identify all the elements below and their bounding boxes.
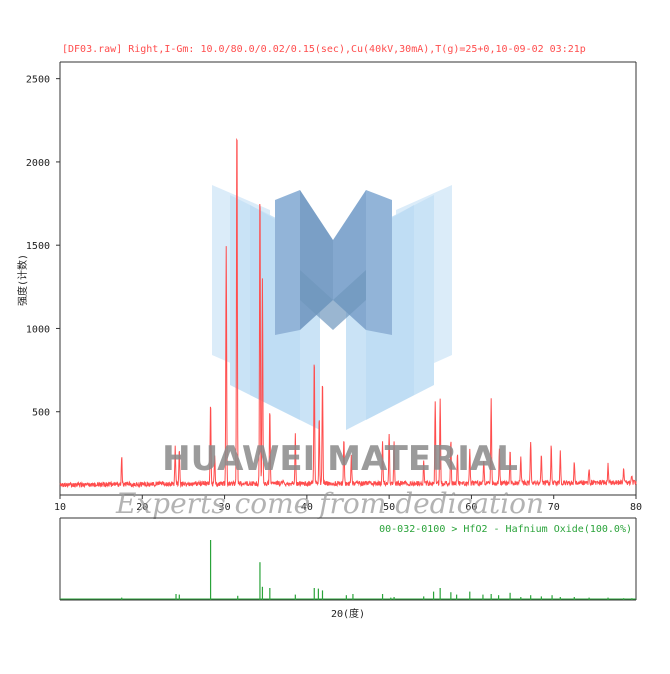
y-tick-label: 2500 — [26, 75, 50, 86]
x-tick-label: 60 — [465, 502, 477, 513]
x-tick-label: 20 — [136, 502, 148, 513]
reference-card-label: 00-032-0100 > HfO2 - Hafnium Oxide(100.0… — [379, 524, 632, 535]
y-tick-label: 500 — [32, 408, 50, 419]
reference-pattern-panel: 00-032-0100 > HfO2 - Hafnium Oxide(100.0… — [59, 517, 637, 601]
y-axis-label: 强度(计数) — [16, 254, 29, 306]
y-tick-label: 2000 — [26, 158, 50, 169]
x-tick-group: 10 20 30 40 50 60 70 80 — [54, 495, 642, 513]
watermark-logo — [212, 185, 452, 430]
logo-w-base — [300, 270, 366, 330]
main-pattern-panel: 500 1000 1500 2000 2500 10 20 30 40 50 60 70 80 — [26, 61, 642, 513]
x-tick-label: 30 — [219, 502, 231, 513]
x-tick-label: 70 — [548, 502, 560, 513]
y-tick-group: 500 1000 1500 2000 2500 — [26, 75, 60, 419]
watermark-slogan: Experts come from dedication — [115, 487, 544, 520]
x-axis-label: 2Θ(度) — [331, 607, 365, 620]
x-tick-label: 40 — [301, 502, 313, 513]
y-tick-label: 1500 — [26, 241, 50, 252]
x-tick-label: 10 — [54, 502, 66, 513]
x-tick-label: 50 — [383, 502, 395, 513]
reference-sticks — [60, 540, 636, 600]
y-tick-label: 1000 — [26, 324, 50, 335]
pattern-header: [DF03.raw] Right,I-Gm: 10.0/80.0/0.02/0.… — [62, 44, 586, 55]
logo-w-right-stroke — [366, 190, 392, 335]
watermark-brand: HUAWEI MATERIAL — [162, 439, 518, 479]
x-tick-label: 80 — [630, 502, 642, 513]
logo-w-left-stroke — [275, 190, 300, 335]
diffraction-pattern-line — [59, 137, 637, 489]
